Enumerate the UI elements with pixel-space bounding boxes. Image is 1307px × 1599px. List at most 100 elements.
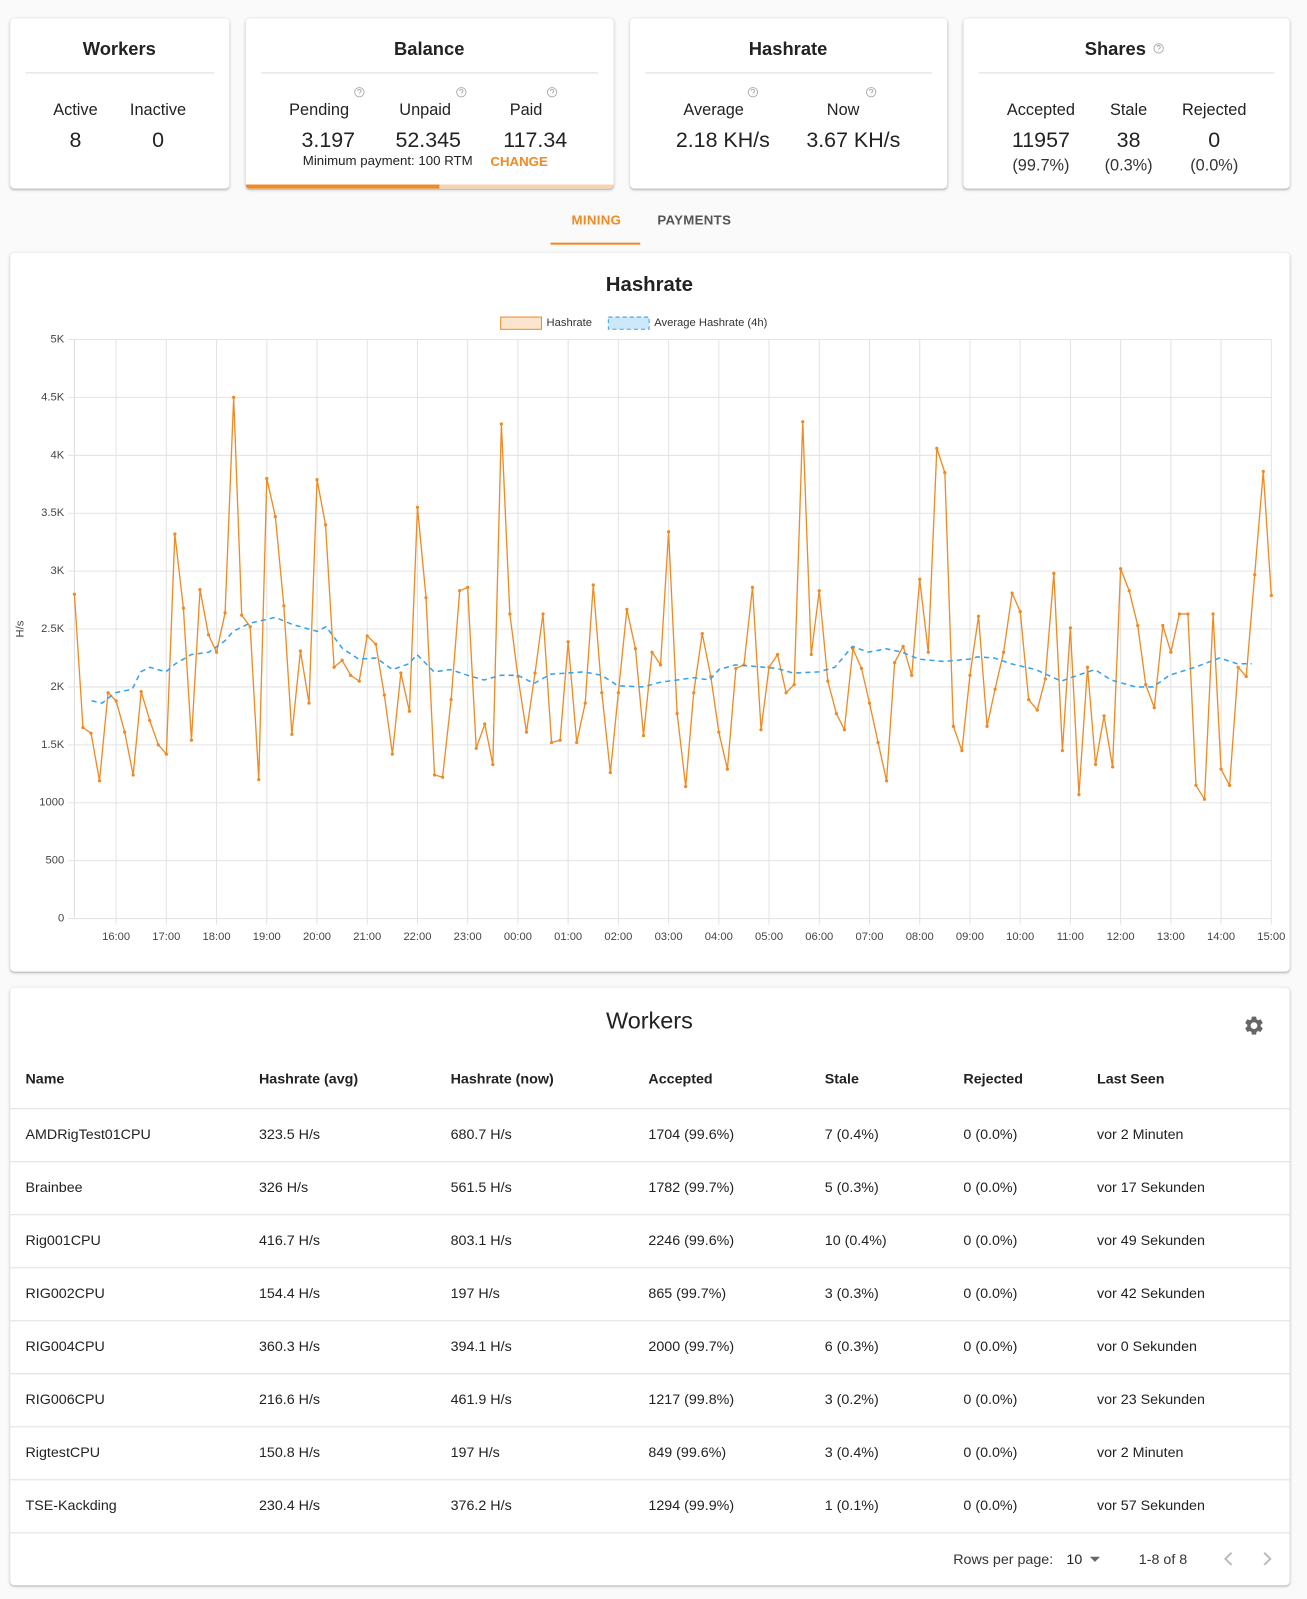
series-point xyxy=(307,701,311,705)
series-point xyxy=(432,773,437,777)
stat-label: Accepted xyxy=(1006,101,1075,120)
series-point xyxy=(876,740,880,745)
series-point xyxy=(901,644,905,649)
help-icon[interactable] xyxy=(354,87,365,98)
table-cell: 1 (0.1%) xyxy=(824,1496,879,1513)
tab-mining[interactable]: MINING xyxy=(571,212,622,228)
series-point xyxy=(1093,762,1098,767)
series-point xyxy=(508,612,512,616)
series-point xyxy=(759,728,763,732)
series-point xyxy=(666,530,671,534)
row-divider xyxy=(10,1161,1290,1163)
column-header: Stale xyxy=(824,1070,859,1087)
table-cell: vor 57 Sekunden xyxy=(1096,1496,1205,1513)
shares-card: Shares Accepted Stale Rejected 11957 38 … xyxy=(963,18,1290,189)
series-point xyxy=(106,691,110,695)
series-point xyxy=(257,777,261,782)
table-cell: 2000 (99.7%) xyxy=(648,1337,735,1354)
stat-label: Average xyxy=(683,101,744,120)
series-point xyxy=(315,477,319,482)
legend-swatch xyxy=(500,316,542,330)
help-icon[interactable] xyxy=(1153,43,1164,54)
balance-card: Balance Pending Unpaid Paid 3.197 52.345… xyxy=(245,18,614,189)
divider xyxy=(260,72,599,74)
series-point xyxy=(214,650,219,654)
table-cell: 1704 (99.6%) xyxy=(648,1125,735,1142)
workers-table-card: Workers Rows per page: 10 1-8 of 8 Name H… xyxy=(10,987,1290,1586)
help-icon[interactable] xyxy=(456,87,467,98)
row-divider xyxy=(10,1532,1290,1534)
card-title: Shares xyxy=(1084,38,1146,60)
series-point xyxy=(81,725,85,730)
series-point xyxy=(650,650,654,654)
series-point xyxy=(976,614,981,618)
series-point xyxy=(1035,708,1039,712)
table-title: Workers xyxy=(605,1007,693,1034)
table-cell: 461.9 H/s xyxy=(450,1390,512,1407)
series-point xyxy=(1177,612,1182,616)
series-line xyxy=(91,616,1252,704)
stat-label: Rejected xyxy=(1182,101,1247,120)
x-tick-label: 08:00 xyxy=(906,931,934,943)
series-point xyxy=(658,663,663,667)
legend-swatch xyxy=(607,316,650,330)
prev-page[interactable] xyxy=(1221,1551,1235,1567)
help-icon[interactable] xyxy=(747,87,759,98)
row-divider xyxy=(10,1373,1290,1375)
stat-label: Inactive xyxy=(129,101,187,120)
series-point xyxy=(784,691,788,695)
series-point xyxy=(374,642,378,646)
stat-label: Paid xyxy=(509,101,543,120)
y-tick-label: 5K xyxy=(51,333,65,345)
rows-per-page-label: Rows per page: xyxy=(953,1550,1054,1567)
series-point xyxy=(206,633,211,637)
stat-value: 2.18 KH/s xyxy=(675,128,770,152)
series-point xyxy=(332,665,336,669)
series-point xyxy=(1253,572,1257,577)
dropdown-arrow[interactable] xyxy=(1089,1555,1101,1565)
table-cell: vor 23 Sekunden xyxy=(1096,1390,1205,1407)
table-cell: 416.7 H/s xyxy=(258,1231,321,1248)
divider xyxy=(978,72,1275,74)
table-cell: Brainbee xyxy=(25,1178,83,1195)
settings-icon[interactable] xyxy=(1243,1014,1265,1036)
table-cell: 0 (0.0%) xyxy=(963,1178,1018,1195)
next-page[interactable] xyxy=(1260,1551,1274,1567)
series-point xyxy=(1244,674,1248,679)
row-divider xyxy=(10,1479,1290,1481)
column-header: Name xyxy=(25,1070,65,1087)
series-point xyxy=(1010,591,1014,595)
help-icon[interactable] xyxy=(866,87,877,98)
series-point xyxy=(173,532,177,536)
series-point xyxy=(616,691,621,695)
series-point xyxy=(407,709,412,713)
x-tick-label: 04:00 xyxy=(705,931,733,943)
series-point xyxy=(357,679,361,683)
series-point xyxy=(541,612,545,616)
table-cell: 10 (0.4%) xyxy=(824,1231,887,1248)
series-point xyxy=(97,779,102,783)
x-tick-label: 01:00 xyxy=(554,931,582,943)
series-point xyxy=(273,515,277,519)
table-cell: RigtestCPU xyxy=(25,1443,101,1460)
series-point xyxy=(583,701,587,705)
series-point xyxy=(181,606,186,610)
change-button[interactable]: CHANGE xyxy=(490,153,548,170)
row-divider xyxy=(10,1108,1290,1110)
table-cell: vor 17 Sekunden xyxy=(1096,1178,1205,1195)
series-point xyxy=(399,671,403,675)
x-tick-label: 16:00 xyxy=(102,931,130,943)
rows-per-page-select[interactable]: 10 xyxy=(1066,1550,1083,1567)
tab-payments[interactable]: PAYMENTS xyxy=(657,212,732,228)
series-point xyxy=(1102,714,1106,718)
series-point xyxy=(960,749,964,753)
series-point xyxy=(282,604,286,608)
stat-label: Stale xyxy=(1109,101,1148,120)
series-point xyxy=(323,523,328,527)
table-cell: 150.8 H/s xyxy=(258,1443,321,1460)
series-point xyxy=(148,718,152,723)
help-icon[interactable] xyxy=(546,87,558,98)
table-cell: 849 (99.6%) xyxy=(648,1443,727,1460)
series-point xyxy=(240,613,244,617)
table-cell: 326 H/s xyxy=(258,1178,309,1195)
